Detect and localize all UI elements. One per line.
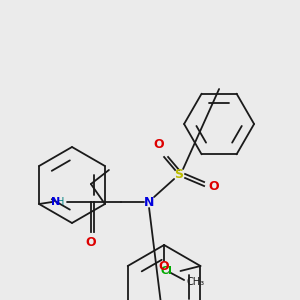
Text: O: O [86,236,96,248]
Text: N: N [52,197,61,207]
Text: O: O [209,179,219,193]
Text: Cl: Cl [160,266,172,276]
Text: S: S [175,167,184,181]
Text: H: H [57,197,65,207]
Text: O: O [159,260,170,274]
Text: CH₃: CH₃ [186,277,204,287]
Text: O: O [154,137,164,151]
Text: N: N [144,196,154,208]
